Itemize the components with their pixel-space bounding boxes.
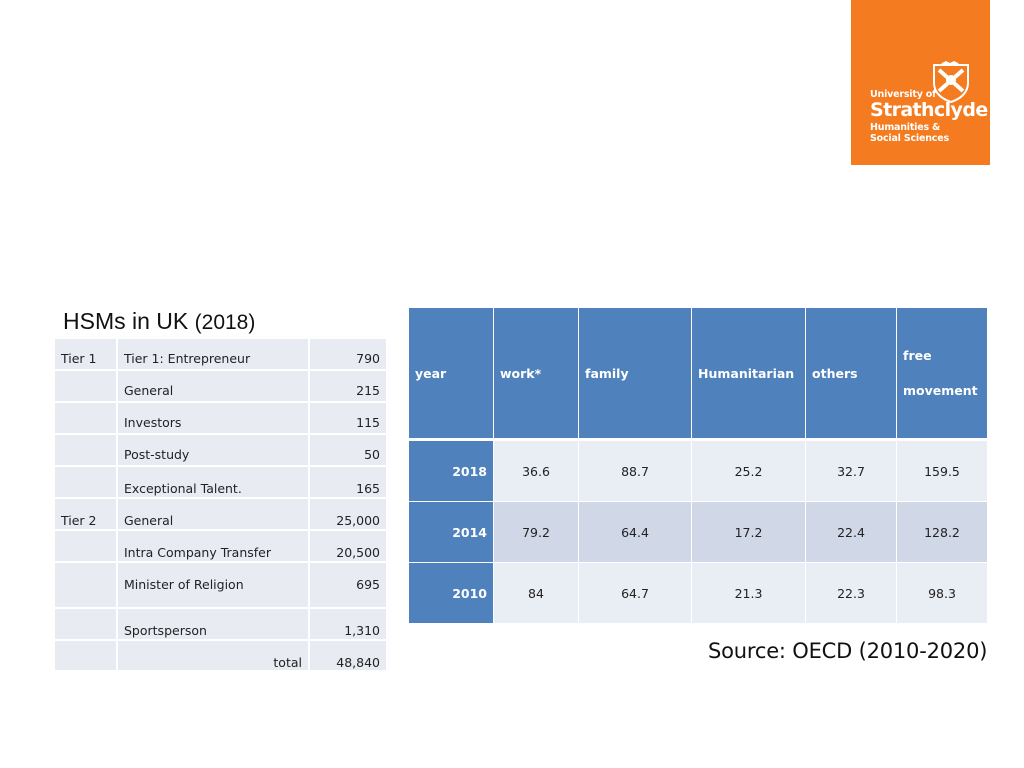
humanitarian-cell: 25.2 — [691, 439, 806, 502]
tier-cell — [53, 529, 118, 563]
tier-cell — [53, 369, 118, 403]
header-free-line2: movement — [903, 383, 978, 398]
tier-cell — [53, 639, 118, 672]
work-cell: 79.2 — [493, 501, 579, 563]
table-row: 2018 36.6 88.7 25.2 32.7 159.5 — [408, 439, 988, 502]
free-movement-cell: 98.3 — [896, 562, 988, 624]
header-family: family — [578, 307, 692, 441]
humanitarian-cell: 21.3 — [691, 562, 806, 624]
free-movement-cell: 159.5 — [896, 439, 988, 502]
value-cell: 695 — [308, 561, 388, 609]
table-row: Exceptional Talent. 165 — [53, 465, 388, 499]
others-cell: 22.4 — [805, 501, 897, 563]
total-value: 48,840 — [308, 639, 388, 672]
table-row: Post-study 50 — [53, 433, 388, 467]
university-logo: University of Strathclyde Humanities & S… — [851, 0, 990, 165]
tier-cell — [53, 607, 118, 641]
tier-cell — [53, 433, 118, 467]
value-cell: 790 — [308, 337, 388, 371]
header-free-line1: free — [903, 348, 932, 363]
year-cell: 2018 — [408, 439, 494, 502]
logo-text: University of Strathclyde Humanities & S… — [870, 90, 988, 144]
category-cell: General — [116, 497, 310, 531]
work-cell: 84 — [493, 562, 579, 624]
header-free-movement: free movement — [896, 307, 988, 441]
table-row: 2014 79.2 64.4 17.2 22.4 128.2 — [408, 501, 988, 563]
tier-cell — [53, 561, 118, 609]
value-cell: 25,000 — [308, 497, 388, 531]
year-cell: 2014 — [408, 501, 494, 563]
value-cell: 20,500 — [308, 529, 388, 563]
hsm-table: Tier 1 Tier 1: Entrepreneur 790 General … — [53, 337, 388, 672]
category-cell: Exceptional Talent. — [116, 465, 310, 499]
total-label: total — [116, 639, 310, 672]
crest-icon — [933, 61, 969, 103]
tier-cell: Tier 2 — [53, 497, 118, 531]
header-row: year work* family Humanitarian others fr… — [408, 307, 988, 441]
value-cell: 1,310 — [308, 607, 388, 641]
category-cell: General — [116, 369, 310, 403]
tier-cell: Tier 1 — [53, 337, 118, 371]
value-cell: 215 — [308, 369, 388, 403]
category-cell: Tier 1: Entrepreneur — [116, 337, 310, 371]
family-cell: 88.7 — [578, 439, 692, 502]
others-cell: 32.7 — [805, 439, 897, 502]
table-row: Intra Company Transfer 20,500 — [53, 529, 388, 563]
category-cell: Minister of Religion — [116, 561, 310, 609]
category-cell: Post-study — [116, 433, 310, 467]
header-work: work* — [493, 307, 579, 441]
year-cell: 2010 — [408, 562, 494, 624]
header-humanitarian: Humanitarian — [691, 307, 806, 441]
work-cell: 36.6 — [493, 439, 579, 502]
source-citation: Source: OECD (2010-2020) — [708, 639, 988, 663]
category-cell: Intra Company Transfer — [116, 529, 310, 563]
family-cell: 64.4 — [578, 501, 692, 563]
table-row: Investors 115 — [53, 401, 388, 435]
category-cell: Investors — [116, 401, 310, 435]
others-cell: 22.3 — [805, 562, 897, 624]
value-cell: 50 — [308, 433, 388, 467]
header-year: year — [408, 307, 494, 441]
table-row: 2010 84 64.7 21.3 22.3 98.3 — [408, 562, 988, 624]
family-cell: 64.7 — [578, 562, 692, 624]
logo-line2: Strathclyde — [870, 98, 988, 121]
value-cell: 115 — [308, 401, 388, 435]
hsm-table-title: HSMs in UK (2018) — [63, 308, 255, 335]
hsm-title-year: (2018) — [194, 311, 256, 334]
table-row: Tier 1 Tier 1: Entrepreneur 790 — [53, 337, 388, 371]
tier-cell — [53, 401, 118, 435]
table-row: Minister of Religion 695 — [53, 561, 388, 609]
header-others: others — [805, 307, 897, 441]
table-row: Tier 2 General 25,000 — [53, 497, 388, 531]
value-cell: 165 — [308, 465, 388, 499]
table-row: Sportsperson 1,310 — [53, 607, 388, 641]
free-movement-cell: 128.2 — [896, 501, 988, 563]
hsm-title-main: HSMs in UK — [63, 308, 189, 334]
category-cell: Sportsperson — [116, 607, 310, 641]
table-row: General 215 — [53, 369, 388, 403]
logo-line4: Social Sciences — [870, 132, 949, 144]
logo-line3: Humanities & — [870, 121, 941, 133]
table-row: total 48,840 — [53, 639, 388, 672]
migration-flows-table: year work* family Humanitarian others fr… — [408, 307, 988, 624]
tier-cell — [53, 465, 118, 499]
logo-line1: University of — [870, 89, 937, 100]
humanitarian-cell: 17.2 — [691, 501, 806, 563]
